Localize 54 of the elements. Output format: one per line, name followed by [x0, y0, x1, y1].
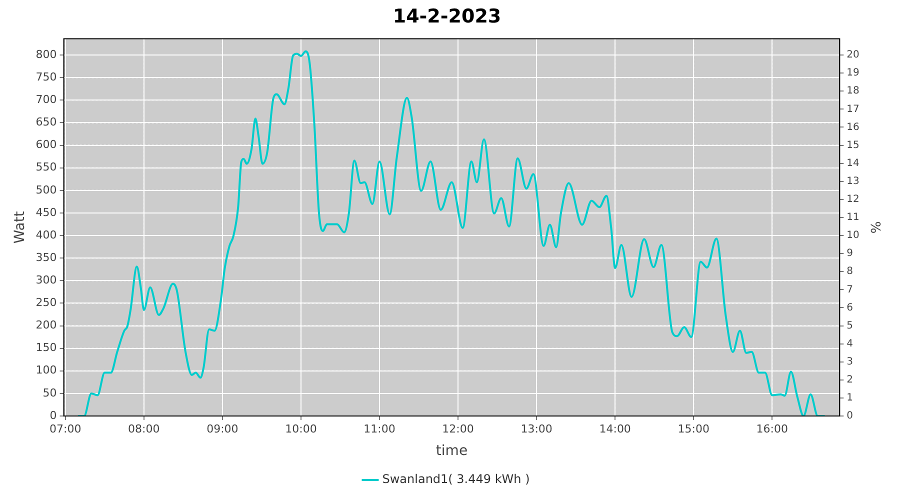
y-tick-label: 200 — [36, 318, 57, 332]
y2-tick-label: 7 — [846, 284, 854, 296]
x-tick-label: 10:00 — [285, 422, 317, 436]
x-tick-label: 11:00 — [364, 422, 396, 436]
x-tick-label: 16:00 — [756, 422, 788, 436]
y2-tick-label: 1 — [846, 392, 854, 404]
x-tick-label: 09:00 — [206, 422, 238, 436]
y2-axis-title: % — [866, 221, 882, 234]
y2-tick-label: 5 — [846, 320, 854, 332]
line-series — [76, 50, 826, 416]
y2-tick-label: 19 — [846, 68, 860, 79]
y2-tick-label: 20 — [846, 50, 860, 61]
y-tick-label: 700 — [36, 93, 57, 106]
y-tick-label: 550 — [36, 160, 57, 174]
y2-tick-label: 13 — [846, 176, 860, 187]
y2-tick-label: 11 — [846, 212, 860, 224]
y-tick-label: 300 — [36, 274, 57, 286]
y2-tick-label: 4 — [846, 338, 854, 350]
y2-tick-label: 0 — [846, 410, 854, 422]
y-axis-title: Watt — [12, 210, 28, 244]
y2-tick-label: 10 — [846, 230, 860, 242]
y2-tick-label: 8 — [846, 266, 854, 278]
x-tick-label: 14:00 — [599, 422, 631, 436]
y-tick-label: 500 — [36, 183, 57, 196]
y-tick-label: 150 — [36, 341, 57, 354]
legend-label: Swanland1( 3.449 kWh ) — [382, 472, 530, 486]
x-axis-title: time — [436, 443, 468, 460]
y-tick-label: 400 — [36, 228, 57, 242]
y2-tick-label: 15 — [846, 140, 860, 151]
y-tick-label: 0 — [50, 408, 57, 422]
y2-tick-label: 17 — [846, 104, 860, 115]
y2-tick-label: 2 — [846, 374, 854, 386]
x-tick-label: 12:00 — [442, 422, 474, 436]
y-tick-label: 50 — [42, 386, 57, 400]
y-tick-label: 800 — [36, 48, 57, 61]
chart-title: 14-2-2023 — [392, 5, 502, 28]
y-tick-label: 100 — [36, 364, 57, 377]
y2-tick-label: 9 — [846, 248, 854, 260]
y-tick-label: 600 — [36, 138, 57, 152]
y2-tick-label: 16 — [846, 122, 860, 133]
y-tick-label: 250 — [36, 296, 57, 310]
y2-tick-label: 18 — [846, 86, 860, 97]
y-tick-label: 350 — [36, 250, 57, 264]
y-tick-label: 450 — [36, 206, 57, 219]
y-tick-label: 750 — [36, 70, 57, 84]
y2-tick-label: 3 — [846, 356, 854, 368]
x-tick-label: 08:00 — [128, 422, 160, 436]
y2-tick-label: 14 — [846, 158, 860, 169]
x-tick-label: 13:00 — [520, 422, 552, 436]
y2-tick-label: 6 — [846, 302, 854, 314]
y-tick-label: 650 — [36, 116, 57, 129]
x-tick-label: 07:00 — [50, 422, 82, 436]
x-tick-label: 15:00 — [678, 422, 710, 436]
y2-tick-label: 12 — [846, 194, 860, 206]
